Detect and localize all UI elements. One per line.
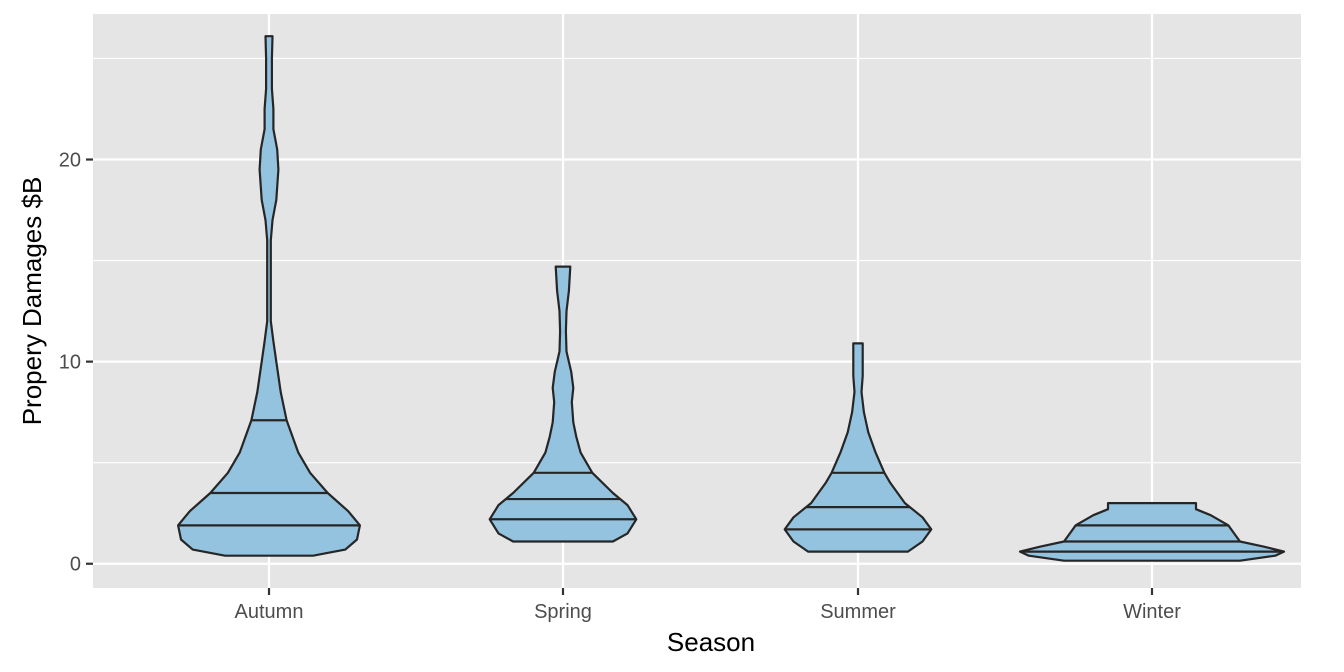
x-axis: Autumn Spring Summer Winter	[235, 588, 1181, 623]
violin-marks	[177, 35, 1286, 562]
y-axis-title: Propery Damages $B	[17, 177, 47, 426]
violin-summer	[783, 342, 933, 553]
y-tick-label: 20	[59, 150, 81, 172]
y-axis: 0 10 20	[59, 150, 93, 576]
y-tick-label: 0	[70, 554, 81, 576]
violin-spring	[488, 265, 638, 543]
x-tick-label-winter: Winter	[1123, 601, 1181, 623]
x-tick-label-autumn: Autumn	[235, 601, 304, 623]
violin-winter	[1018, 502, 1286, 562]
violin-autumn	[177, 35, 361, 557]
x-axis-title: Season	[667, 627, 755, 657]
x-tick-label-summer: Summer	[820, 601, 896, 623]
x-tick-label-spring: Spring	[534, 601, 592, 623]
y-tick-label: 10	[59, 352, 81, 374]
